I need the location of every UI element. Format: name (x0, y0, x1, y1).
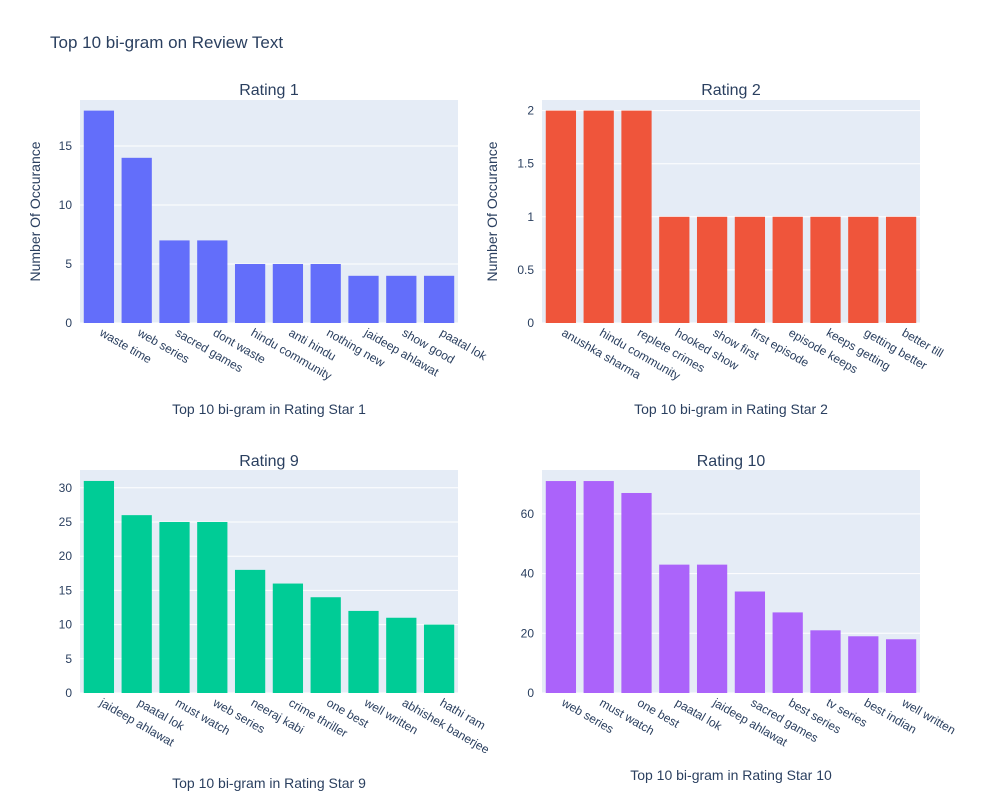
subplot-title: Rating 10 (697, 453, 766, 470)
bar (159, 240, 190, 323)
y-axis-label: Number Of Occurance (27, 141, 43, 281)
bar (696, 564, 728, 693)
bar (696, 216, 728, 323)
bar (310, 597, 341, 693)
bar (83, 110, 115, 323)
bar (234, 569, 266, 693)
bar (386, 617, 417, 693)
figure-title: Top 10 bi-gram on Review Text (50, 33, 284, 52)
y-tick-label: 0 (527, 316, 534, 330)
subplot-title: Rating 2 (701, 82, 761, 99)
x-axis-label: Top 10 bi-gram in Rating Star 10 (630, 767, 832, 783)
bar (621, 110, 652, 323)
y-tick-label: 0.5 (517, 263, 534, 277)
bar (810, 216, 841, 323)
bar (848, 216, 879, 323)
bar (121, 157, 152, 323)
x-axis-label: Top 10 bi-gram in Rating Star 9 (172, 775, 366, 791)
subplot-title: Rating 1 (239, 82, 299, 99)
x-axis-label: Top 10 bi-gram in Rating Star 1 (172, 401, 366, 417)
bar (734, 591, 766, 693)
y-tick-label: 20 (521, 626, 535, 640)
bar (583, 481, 614, 693)
y-tick-label: 25 (59, 515, 73, 529)
y-tick-label: 15 (59, 139, 73, 153)
y-axis-label: Number Of Occurance (484, 141, 500, 281)
bar (197, 521, 228, 693)
y-tick-label: 20 (59, 549, 73, 563)
bar (885, 216, 917, 323)
bar (734, 216, 766, 323)
bar (234, 264, 266, 323)
bar (659, 564, 690, 693)
bar (659, 216, 690, 323)
bar (386, 275, 417, 323)
y-tick-label: 1.5 (517, 157, 534, 171)
y-tick-label: 5 (65, 652, 72, 666)
subplot-title: Rating 9 (239, 453, 299, 470)
bar (197, 240, 228, 323)
y-tick-label: 10 (59, 618, 73, 632)
bar (545, 481, 577, 693)
bar (621, 492, 652, 693)
bar (348, 275, 379, 323)
bar (272, 583, 304, 693)
bar (885, 639, 917, 693)
bar (583, 110, 614, 323)
bar (272, 264, 304, 323)
bar (772, 612, 803, 693)
y-tick-label: 0 (527, 686, 534, 700)
y-tick-label: 5 (65, 257, 72, 271)
bar (348, 610, 379, 693)
bar (545, 110, 577, 323)
y-tick-label: 15 (59, 583, 73, 597)
bar (121, 515, 152, 693)
y-tick-label: 1 (527, 210, 534, 224)
x-axis-label: Top 10 bi-gram in Rating Star 2 (634, 401, 828, 417)
bar (159, 521, 190, 693)
bar (423, 275, 455, 323)
y-tick-label: 0 (65, 686, 72, 700)
bar (83, 480, 115, 693)
bar (310, 264, 341, 323)
bar (772, 216, 803, 323)
y-tick-label: 30 (59, 481, 73, 495)
bar (423, 624, 455, 693)
y-tick-label: 60 (521, 507, 535, 521)
y-tick-label: 40 (521, 567, 535, 581)
y-tick-label: 2 (527, 104, 534, 118)
y-tick-label: 10 (59, 198, 73, 212)
y-tick-label: 0 (65, 316, 72, 330)
bar (848, 636, 879, 693)
bar (810, 630, 841, 693)
